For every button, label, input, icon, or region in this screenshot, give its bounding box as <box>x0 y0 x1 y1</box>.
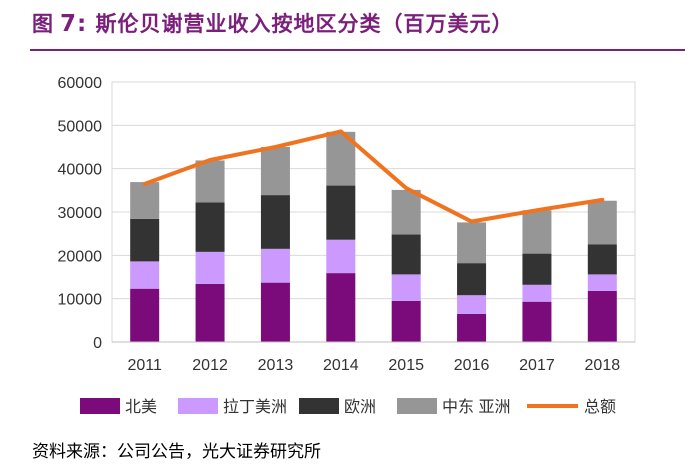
bar-2011-series-1 <box>130 261 160 289</box>
bar-2016-series-2 <box>457 263 487 296</box>
x-tick-label: 2017 <box>519 357 555 374</box>
bar-2011-series-0 <box>130 288 160 342</box>
x-tick-label: 2015 <box>388 357 424 374</box>
bar-2013-series-0 <box>260 282 290 342</box>
figure-number: 7: <box>60 11 88 37</box>
legend-swatch-1 <box>178 398 218 414</box>
revenue-by-region-chart: 0 10000 20000 30000 40000 50000 60000 2011 2012 2… <box>58 75 636 416</box>
bar-2015-series-2 <box>391 234 421 275</box>
bar-2017-series-0 <box>522 301 552 342</box>
figure-label: 图 <box>32 12 54 36</box>
bar-2018-series-2 <box>587 244 617 275</box>
x-tick-label: 2014 <box>323 357 359 374</box>
legend-swatch-0 <box>80 398 120 414</box>
bar-2014-series-1 <box>326 239 356 274</box>
x-tick-label: 2013 <box>258 357 294 374</box>
x-tick-label: 2011 <box>127 357 162 374</box>
legend-label-total: 总额 <box>584 398 616 416</box>
bar-2016-series-3 <box>457 222 487 264</box>
bar-2018-series-1 <box>587 274 617 291</box>
x-tick-label: 2016 <box>454 357 490 374</box>
legend-swatch-2 <box>299 398 339 414</box>
bar-2013-series-1 <box>260 248 290 283</box>
bar-2012-series-2 <box>195 202 225 252</box>
y-tick-label: 50000 <box>58 118 103 135</box>
plot-area: 0 10000 20000 30000 40000 50000 60000 2011 2012 2… <box>58 75 636 374</box>
y-tick-label: 40000 <box>58 162 103 179</box>
bar-2012-series-1 <box>195 251 225 284</box>
bar-2016-series-0 <box>457 313 487 342</box>
legend-label-1: 拉丁美洲 <box>223 398 287 416</box>
y-tick-label: 10000 <box>58 292 103 309</box>
bar-2017-series-3 <box>522 210 552 254</box>
figure-title: 斯伦贝谢营业收入按地区分类（百万美元） <box>95 12 514 36</box>
bar-2016-series-1 <box>457 295 487 314</box>
bar-2015-series-0 <box>391 300 421 342</box>
bar-2011-series-2 <box>130 218 160 262</box>
legend-label-3: 中东 亚洲 <box>442 398 510 416</box>
chart-title: 图 7: 斯伦贝谢营业收入按地区分类（百万美元） <box>32 8 514 38</box>
y-tick-label: 30000 <box>58 205 103 222</box>
bar-2018-series-0 <box>587 290 617 342</box>
bar-2011-series-3 <box>130 182 160 219</box>
legend: 北美 拉丁美洲 欧洲 中东 亚洲 总额 <box>80 398 616 416</box>
bar-2012-series-3 <box>195 160 225 203</box>
bar-2014-series-2 <box>326 185 356 240</box>
bar-2017-series-2 <box>522 253 552 285</box>
legend-label-0: 北美 <box>125 398 157 416</box>
bar-2017-series-1 <box>522 284 552 302</box>
bar-2015-series-1 <box>391 274 421 301</box>
bar-2014-series-0 <box>326 273 356 342</box>
source-note: 资料来源：公司公告，光大证券研究所 <box>32 442 321 462</box>
x-tick-label: 2012 <box>192 357 228 374</box>
bar-2018-series-3 <box>587 200 617 245</box>
x-tick-label: 2018 <box>585 357 621 374</box>
legend-swatch-3 <box>397 398 437 414</box>
bar-2013-series-3 <box>260 147 290 196</box>
bar-2012-series-0 <box>195 283 225 342</box>
y-tick-label: 0 <box>93 335 102 352</box>
title-divider <box>30 49 685 51</box>
bar-2013-series-2 <box>260 195 290 249</box>
bar-2015-series-3 <box>391 189 421 235</box>
y-tick-label: 60000 <box>58 75 103 92</box>
y-tick-label: 20000 <box>58 248 103 265</box>
legend-label-2: 欧洲 <box>344 398 376 416</box>
total-line <box>142 129 605 224</box>
